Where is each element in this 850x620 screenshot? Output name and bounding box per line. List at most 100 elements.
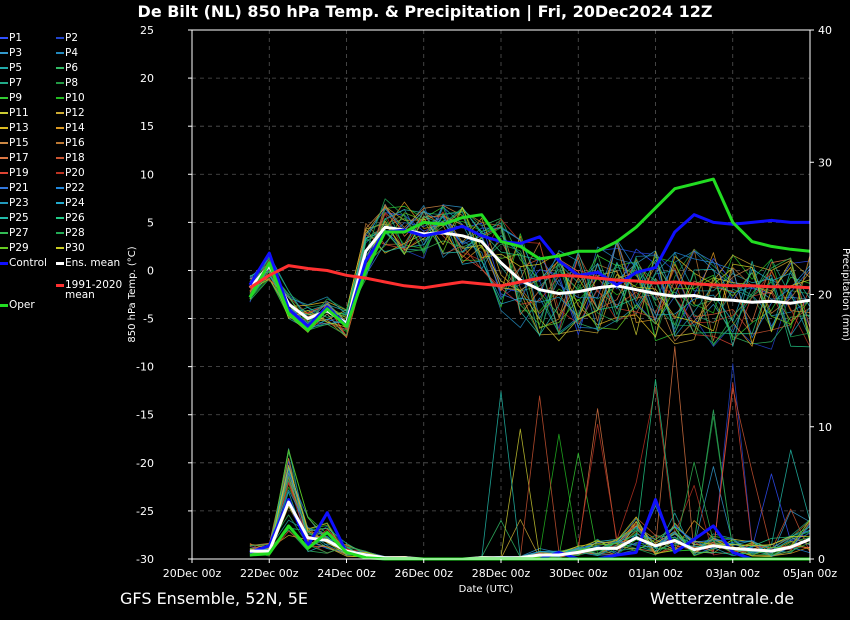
legend-swatch: [56, 97, 64, 99]
y2-tick-label: 40: [818, 24, 832, 37]
legend-label: P21: [9, 182, 29, 194]
member-precip-line: [249, 378, 811, 560]
legend-swatch: [56, 37, 64, 39]
legend-item: P15: [0, 137, 29, 149]
legend-swatch: [56, 202, 64, 204]
legend-item: P9: [0, 92, 22, 104]
legend-swatch: [56, 127, 64, 129]
legend-item-ens-mean: Ens. mean: [56, 257, 120, 269]
legend-swatch: [56, 217, 64, 219]
legend-item: P18: [56, 152, 85, 164]
legend-swatch: [0, 97, 8, 99]
legend: P1 P2 P3 P4 P5 P6 P7 P8 P9 P10 P11 P12 P13 P14 P15 P16 P…: [0, 32, 130, 322]
legend-label: P29: [9, 242, 29, 254]
legend-item: P2: [56, 32, 78, 44]
legend-swatch: [56, 172, 64, 174]
legend-item: P21: [0, 182, 29, 194]
legend-swatch: [56, 142, 64, 144]
legend-item: P27: [0, 227, 29, 239]
x-tick-label: 01Jan 00z: [628, 567, 682, 580]
legend-item: P28: [56, 227, 85, 239]
legend-item: P3: [0, 47, 22, 59]
legend-item: P16: [56, 137, 85, 149]
legend-swatch: [0, 172, 8, 174]
legend-item-climate-line2: mean: [65, 289, 95, 301]
chart-axes: 25 20 15 10 5 0 -5 -10 -15 -20 -25 -30 40 30 20 10 0 20De…: [127, 24, 850, 595]
y2-tick-label: 10: [818, 421, 832, 434]
y-tick-label: 15: [140, 120, 154, 133]
legend-label: P27: [9, 227, 29, 239]
legend-label: P3: [9, 47, 23, 59]
legend-swatch: [0, 247, 8, 249]
member-temp-line: [249, 208, 811, 345]
legend-label: P16: [65, 137, 85, 149]
legend-swatch: [56, 82, 64, 84]
legend-item: P30: [56, 242, 85, 254]
legend-item: P26: [56, 212, 85, 224]
member-temp-line: [249, 198, 811, 345]
legend-label: P25: [9, 212, 29, 224]
legend-label: P18: [65, 152, 85, 164]
legend-item: P22: [56, 182, 85, 194]
legend-label: P9: [9, 92, 23, 104]
legend-item: P13: [0, 122, 29, 134]
legend-label: P8: [65, 77, 79, 89]
member-temp-line: [249, 206, 811, 333]
legend-swatch: [0, 303, 8, 307]
legend-label: P23: [9, 197, 29, 209]
1991-2020-mean-line: [249, 264, 811, 290]
chart-title: De Bilt (NL) 850 hPa Temp. & Precipitati…: [137, 2, 713, 21]
legend-swatch: [56, 232, 64, 234]
legend-label: P13: [9, 122, 29, 134]
legend-swatch: [0, 232, 8, 234]
legend-item: P25: [0, 212, 29, 224]
legend-swatch: [0, 37, 8, 39]
legend-label: P20: [65, 167, 85, 179]
legend-item-climate: 1991-2020: [56, 279, 122, 291]
legend-item-oper: Oper: [0, 299, 35, 311]
legend-swatch: [0, 67, 8, 69]
legend-item: P4: [56, 47, 78, 59]
legend-swatch: [56, 52, 64, 54]
legend-item: P5: [0, 62, 22, 74]
x-tick-label: 30Dec 00z: [549, 567, 608, 580]
legend-swatch: [56, 112, 64, 114]
legend-item: P10: [56, 92, 85, 104]
legend-label: Ens. mean: [65, 257, 121, 269]
x-tick-label: 22Dec 00z: [240, 567, 299, 580]
legend-item: P1: [0, 32, 22, 44]
legend-label: P28: [65, 227, 85, 239]
legend-swatch: [0, 112, 8, 114]
y-tick-label: -15: [136, 409, 154, 422]
y2-tick-label: 20: [818, 289, 832, 302]
x-tick-label: 03Jan 00z: [706, 567, 760, 580]
legend-swatch: [0, 217, 8, 219]
legend-item: P12: [56, 107, 85, 119]
legend-label: P4: [65, 47, 79, 59]
y2-tick-label: 30: [818, 156, 832, 169]
legend-label: P14: [65, 122, 85, 134]
legend-item: P19: [0, 167, 29, 179]
y-tick-label: -20: [136, 457, 154, 470]
legend-swatch: [0, 202, 8, 204]
legend-item-control: Control: [0, 257, 47, 269]
y2-tick-label: 0: [818, 553, 825, 566]
y-tick-label: 0: [147, 264, 154, 277]
member-temp-line: [249, 206, 811, 345]
legend-swatch: [0, 127, 8, 129]
legend-label: P7: [9, 77, 23, 89]
legend-item: P23: [0, 197, 29, 209]
member-temp-line: [249, 207, 811, 333]
member-temp-line: [249, 217, 811, 332]
legend-item: P8: [56, 77, 78, 89]
legend-label: P11: [9, 107, 29, 119]
legend-item: P7: [0, 77, 22, 89]
y-tick-label: -10: [136, 361, 154, 374]
legend-label: P2: [65, 32, 79, 44]
legend-swatch: [56, 283, 64, 287]
footer-site: Wetterzentrale.de: [650, 589, 795, 608]
legend-label: P19: [9, 167, 29, 179]
legend-swatch: [56, 67, 64, 69]
legend-label: P24: [65, 197, 85, 209]
